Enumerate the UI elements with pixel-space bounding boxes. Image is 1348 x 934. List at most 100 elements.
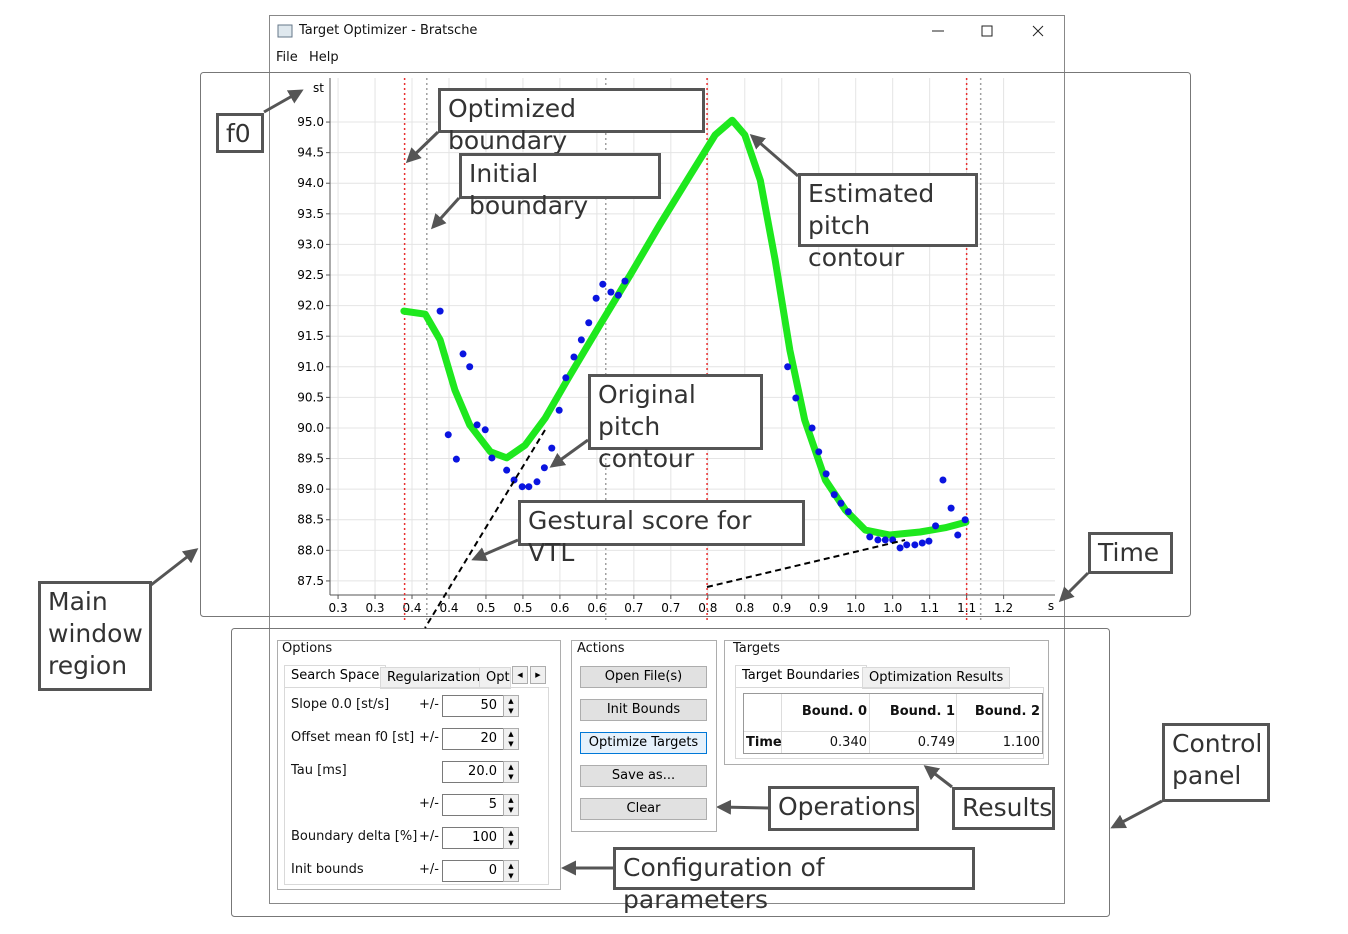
menu-item[interactable]: Help	[309, 50, 339, 65]
y-tick-label: 92.5	[297, 268, 324, 282]
spinbox[interactable]: 20.0	[442, 761, 504, 783]
tab[interactable]: Opt	[479, 667, 511, 689]
tab[interactable]: Search Space	[284, 665, 387, 687]
x-tick-label: 0.9	[809, 601, 828, 615]
arrow	[716, 799, 769, 815]
spinbox[interactable]: 100	[442, 827, 504, 849]
y-tick-label: 88.0	[297, 543, 324, 557]
original-point	[911, 541, 919, 549]
spin-arrows[interactable]: ▲ ▼	[503, 794, 519, 816]
plus-minus: +/-	[419, 730, 439, 745]
menu-item[interactable]: File	[276, 50, 298, 65]
spin-arrows[interactable]: ▲ ▼	[503, 827, 519, 849]
estimated-contour	[400, 116, 970, 539]
field-label: Boundary delta [%]	[291, 829, 418, 844]
x-tick-label: 0.6	[550, 601, 569, 615]
spin-arrows[interactable]: ▲ ▼	[503, 728, 519, 750]
tab[interactable]: Regularization	[380, 667, 488, 689]
dashed-link	[424, 429, 546, 629]
original-point	[607, 288, 615, 296]
original-point	[473, 421, 481, 429]
x-tick-label: 0.5	[476, 601, 495, 615]
y-tick-label: 89.0	[297, 482, 324, 496]
table-header: Bound. 2	[974, 704, 1040, 719]
original-point	[866, 533, 874, 541]
button[interactable]: Optimize Targets	[580, 732, 707, 754]
original-point	[947, 504, 955, 512]
arrow	[923, 765, 953, 789]
callout: Main window region	[38, 581, 152, 691]
button[interactable]: Open File(s)	[580, 666, 707, 688]
tab[interactable]: Optimization Results	[862, 667, 1011, 689]
original-point	[614, 291, 622, 299]
original-point	[518, 483, 526, 491]
original-point	[939, 476, 947, 484]
arrow	[150, 548, 199, 587]
window-title: Target Optimizer - Bratsche	[299, 23, 478, 38]
x-tick-label: 0.5	[513, 601, 532, 615]
table-cell: 1.100	[1002, 735, 1040, 750]
spin-arrows[interactable]: ▲ ▼	[503, 695, 519, 717]
original-point	[488, 454, 496, 462]
original-point	[881, 536, 889, 544]
tab-scroll-right[interactable]: ▶	[530, 666, 546, 684]
main-region-outline	[200, 72, 1191, 617]
dashed-link	[706, 539, 906, 588]
arrow	[430, 196, 461, 230]
y-tick-label: 87.5	[297, 574, 324, 588]
spin-arrows[interactable]: ▲ ▼	[503, 860, 519, 882]
table-header: Bound. 0	[801, 704, 867, 719]
y-tick-label: 94.5	[297, 146, 324, 160]
spinbox[interactable]: 50	[442, 695, 504, 717]
arrow	[471, 538, 519, 562]
y-tick-label: 89.5	[297, 452, 324, 466]
x-tick-label: 0.3	[329, 601, 348, 615]
original-point	[830, 491, 838, 499]
col-sep	[956, 694, 957, 753]
arrow	[749, 134, 799, 178]
tab-scroll-left[interactable]: ◀	[512, 666, 528, 684]
field-label: Init bounds	[291, 862, 364, 877]
spinbox[interactable]: 20	[442, 728, 504, 750]
original-point	[903, 541, 911, 549]
y-tick-label: 93.5	[297, 207, 324, 221]
original-point	[466, 363, 474, 371]
button[interactable]: Init Bounds	[580, 699, 707, 721]
callout: Optimized boundary	[438, 88, 705, 155]
x-tick-label: 0.4	[402, 601, 421, 615]
original-point	[555, 406, 563, 414]
field-label: Slope 0.0 [st/s]	[291, 697, 390, 712]
original-point	[844, 508, 852, 516]
spin-arrows[interactable]: ▲ ▼	[503, 761, 519, 783]
callout: Initial boundary	[459, 153, 661, 220]
plus-minus: +/-	[419, 796, 439, 811]
button[interactable]: Save as...	[580, 765, 707, 787]
x-tick-label: 0.6	[587, 601, 606, 615]
arrow	[1058, 571, 1090, 603]
tab[interactable]: Target Boundaries	[735, 665, 867, 687]
spinbox[interactable]: 0	[442, 860, 504, 882]
spinbox[interactable]: 5	[442, 794, 504, 816]
row-header: Time	[746, 735, 782, 750]
original-point	[592, 294, 600, 302]
table	[743, 693, 1043, 754]
original-point	[932, 522, 940, 530]
original-point	[533, 478, 541, 486]
y-tick-label: 92.0	[297, 299, 324, 313]
close-button[interactable]	[1032, 25, 1044, 37]
callout: Gestural score for VTL	[518, 500, 805, 567]
original-point	[459, 350, 467, 358]
original-point	[452, 455, 460, 463]
original-point	[577, 336, 585, 344]
original-point	[815, 448, 823, 456]
original-point	[562, 374, 570, 382]
original-point	[510, 476, 518, 484]
button[interactable]: Clear	[580, 798, 707, 820]
group-title: Actions	[577, 641, 625, 656]
x-tick-label: 0.7	[661, 601, 680, 615]
original-point	[925, 537, 933, 545]
arrow	[1110, 799, 1163, 829]
maximize-button[interactable]	[981, 25, 993, 37]
original-point	[481, 426, 489, 434]
y-tick-label: 91.0	[297, 360, 324, 374]
